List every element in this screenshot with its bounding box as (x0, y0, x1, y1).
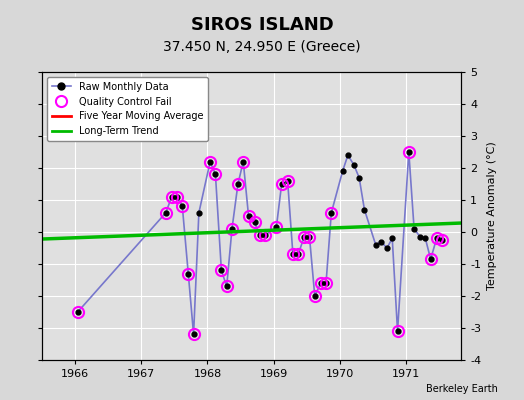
Text: SIROS ISLAND: SIROS ISLAND (191, 16, 333, 34)
Text: 37.450 N, 24.950 E (Greece): 37.450 N, 24.950 E (Greece) (163, 40, 361, 54)
Legend: Raw Monthly Data, Quality Control Fail, Five Year Moving Average, Long-Term Tren: Raw Monthly Data, Quality Control Fail, … (47, 77, 208, 141)
Text: Berkeley Earth: Berkeley Earth (426, 384, 498, 394)
Y-axis label: Temperature Anomaly (°C): Temperature Anomaly (°C) (487, 142, 497, 290)
